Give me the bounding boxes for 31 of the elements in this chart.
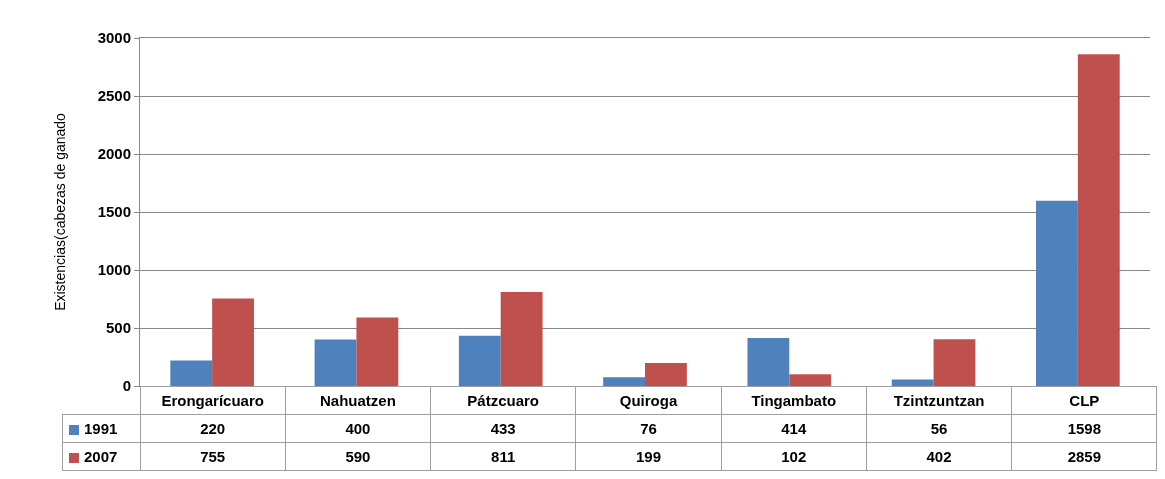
- x-tick-label: Pátzcuaro: [430, 386, 576, 415]
- legend-label: 2007: [62, 442, 140, 471]
- data-label: 755: [140, 442, 286, 471]
- y-tick-label: 1000: [97, 261, 131, 279]
- x-tick-label: Quiroga: [575, 386, 722, 415]
- legend-label: 1991: [62, 414, 140, 443]
- y-tick-label: 2000: [97, 145, 131, 163]
- data-label: 220: [140, 414, 286, 443]
- data-label: 56: [866, 414, 1012, 443]
- data-label: 2859: [1011, 442, 1157, 471]
- data-label: 102: [721, 442, 867, 471]
- data-label: 402: [866, 442, 1012, 471]
- data-label: 1598: [1011, 414, 1157, 443]
- data-label: 414: [721, 414, 867, 443]
- y-tick-label: 2500: [97, 87, 131, 105]
- x-tick-label: CLP: [1011, 386, 1157, 415]
- y-tick-label: 0: [122, 377, 131, 395]
- data-label: 811: [430, 442, 576, 471]
- data-label: 76: [575, 414, 722, 443]
- data-label: 433: [430, 414, 576, 443]
- x-tick-label: Tzintzuntzan: [866, 386, 1012, 415]
- data-label: 590: [285, 442, 431, 471]
- x-tick-label: Tingambato: [721, 386, 867, 415]
- x-tick-label: Erongarícuaro: [140, 386, 286, 415]
- data-label: 199: [575, 442, 722, 471]
- x-tick-label: Nahuatzen: [285, 386, 431, 415]
- y-tick-label: 500: [105, 319, 131, 337]
- y-tick-label: 3000: [97, 29, 131, 47]
- y-axis-title: Existencias(cabezas de ganado: [52, 112, 69, 311]
- y-tick-label: 1500: [97, 203, 131, 221]
- data-label: 400: [285, 414, 431, 443]
